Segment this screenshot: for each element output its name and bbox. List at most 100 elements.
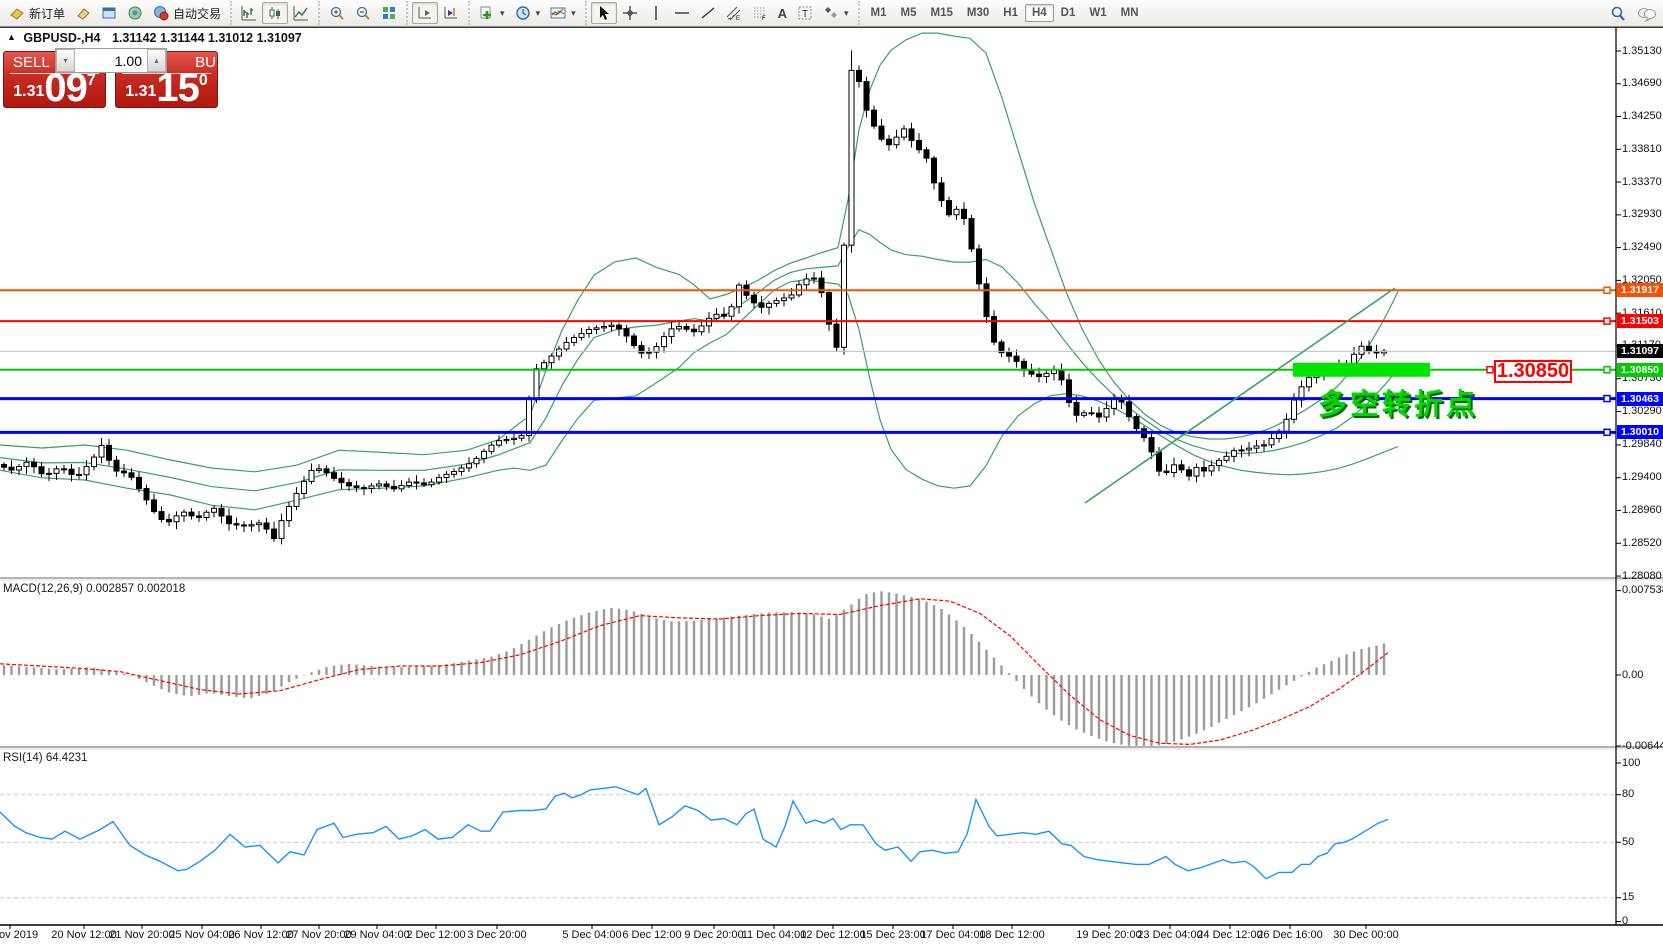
tile-windows-button[interactable]	[376, 2, 402, 24]
text-label-button[interactable]: T	[792, 2, 818, 24]
svg-text:E: E	[736, 16, 740, 21]
indicators-button[interactable]: ▾	[474, 2, 510, 24]
horizontal-line-button[interactable]	[669, 2, 695, 24]
timeframe-button-H1[interactable]: H1	[1003, 7, 1018, 19]
buy-price-sup: 0	[198, 72, 208, 89]
timeframe-button-W1[interactable]: W1	[1089, 7, 1107, 19]
auto-scroll-button[interactable]	[412, 2, 439, 24]
text-button[interactable]: A	[773, 3, 792, 24]
price-tick-label: 1.32490	[1622, 241, 1662, 254]
volume-input[interactable]	[75, 49, 147, 72]
charts-window-button[interactable]	[96, 2, 122, 24]
crosshair-button[interactable]	[617, 2, 643, 24]
arrows-caret-icon: ▾	[844, 7, 849, 18]
navigator-button[interactable]	[122, 2, 148, 24]
time-axis-label: 26 Nov 12:00	[228, 929, 294, 941]
chart-title: ▲ GBPUSD-,H4 1.31142 1.31144 1.31012 1.3…	[7, 31, 302, 45]
time-axis-label: 29 Nov 04:00	[344, 929, 410, 941]
svg-text:F: F	[762, 16, 766, 21]
time-axis-label: 11 Dec 04:00	[741, 929, 807, 941]
zoom-in-button[interactable]	[324, 2, 350, 24]
rsi-label: RSI(14) 64.4231	[3, 752, 88, 764]
main-toolbar: 新订单 自动交易	[0, 0, 1663, 27]
price-tick-label: 1.34250	[1622, 110, 1662, 123]
periods-button[interactable]: ▾	[510, 2, 546, 24]
time-axis-label: 15 Dec 23:00	[860, 929, 926, 941]
current-price-badge: 1.31097	[1617, 344, 1663, 359]
templates-button[interactable]: ▾	[545, 2, 581, 24]
timeframe-button-M30[interactable]: M30	[966, 7, 990, 19]
time-axis-label: 9 Dec 20:00	[684, 929, 744, 941]
zoom-out-button[interactable]	[350, 2, 376, 24]
buy-label: BUY	[195, 54, 217, 71]
one-click-trading-panel: SELL 1.31 09 7 BUY 1.31 15 0 ▾ ▴	[3, 48, 218, 108]
toolbar-group-timeframes: M1 M5 M15 M30 H1 H4 D1 W1 MN	[857, 1, 1150, 25]
price-tick-label: 1.33810	[1622, 142, 1662, 155]
equidistant-channel-button[interactable]: E	[721, 2, 747, 24]
hline-price-badge[interactable]: 1.30463	[1617, 391, 1663, 406]
equidistant-channel-icon: E	[726, 5, 742, 22]
time-axis-label: 6 Dec 12:00	[622, 929, 682, 941]
templates-caret-icon: ▾	[571, 7, 576, 18]
timeframe-button-MN[interactable]: MN	[1120, 7, 1139, 19]
time-axis-label: 20 Nov 12:00	[51, 929, 117, 941]
templates-icon	[550, 5, 566, 21]
chart-shift-button[interactable]	[438, 2, 464, 24]
rsi-tick-label: 0	[1622, 915, 1629, 927]
time-axis-label: 19 Dec 20:00	[1076, 929, 1142, 941]
auto-trading-label: 自动交易	[173, 6, 222, 21]
turning-point-annotation[interactable]: 多空转折点	[1318, 387, 1479, 421]
rsi-tick-label: 80	[1622, 788, 1635, 801]
auto-trading-button[interactable]: 自动交易	[148, 2, 226, 25]
timeframe-button-H4[interactable]: H4	[1024, 4, 1054, 22]
candlestick-chart-button[interactable]	[262, 2, 289, 24]
new-order-button[interactable]: 新订单	[4, 2, 70, 25]
time-axis-label: 3 Dec 20:00	[467, 929, 527, 941]
price-tick-label: 1.28960	[1622, 504, 1662, 517]
price-callout-box[interactable]: 1.30850	[1494, 360, 1572, 383]
vertical-line-button[interactable]	[643, 2, 669, 24]
macd-label: MACD(12,26,9) 0.002857 0.002018	[3, 583, 186, 595]
trendline-button[interactable]	[695, 2, 721, 24]
timeframe-button-M5[interactable]: M5	[900, 7, 917, 19]
toolbar-group-standard: 新订单 自动交易	[0, 1, 230, 25]
candlestick-chart-icon	[267, 5, 283, 21]
timeframe-button-D1[interactable]: D1	[1060, 7, 1076, 19]
timeframe-button-M15[interactable]: M15	[930, 7, 953, 19]
indicators-caret-icon: ▾	[500, 7, 505, 18]
crosshair-icon	[622, 5, 638, 21]
hline-price-badge[interactable]: 1.31503	[1617, 314, 1663, 329]
chart-shift-icon	[443, 5, 459, 21]
search-icon[interactable]	[1609, 5, 1625, 21]
time-axis-label: 9 Nov 2019	[0, 929, 39, 941]
line-chart-button[interactable]	[288, 2, 314, 24]
time-axis-label: 5 Dec 04:00	[562, 929, 622, 941]
buy-price-small: 1.31	[125, 83, 157, 100]
hline-price-badge[interactable]: 1.30850	[1617, 362, 1663, 377]
bar-chart-button[interactable]	[236, 2, 262, 24]
rsi-tick-label: 15	[1622, 891, 1635, 904]
buy-button[interactable]: BUY 1.31 15 0	[115, 51, 218, 108]
cursor-button[interactable]	[590, 2, 617, 24]
hline-price-badge[interactable]: 1.31917	[1617, 283, 1663, 298]
volume-increase-button[interactable]: ▴	[147, 49, 166, 72]
eraser-button[interactable]	[70, 2, 96, 24]
text-label-icon: T	[797, 5, 813, 21]
panel-collapse-icon[interactable]: ▲	[7, 32, 16, 42]
macd-tick-label: 0.007538	[1622, 584, 1663, 597]
hline-price-badge[interactable]: 1.30010	[1617, 425, 1663, 440]
chat-icon[interactable]	[1637, 5, 1656, 23]
time-axis-label: 21 Nov 20:00	[109, 929, 175, 941]
bar-chart-icon	[241, 5, 257, 21]
toolbar-group-drawing: E F A T ▾	[584, 1, 858, 25]
price-tick-label: 1.28080	[1622, 569, 1662, 582]
timeframe-button-M1[interactable]: M1	[870, 7, 887, 19]
sell-label: SELL	[13, 54, 50, 71]
volume-decrease-button[interactable]: ▾	[56, 49, 75, 72]
toolbar-group-objects: ▾ ▾ ▾	[468, 1, 585, 25]
time-axis-label: 23 Dec 04:00	[1137, 929, 1203, 941]
fibonacci-icon: F	[752, 5, 768, 22]
eraser-icon	[75, 5, 91, 21]
arrows-button[interactable]: ▾	[818, 2, 854, 24]
fibonacci-button[interactable]: F	[747, 2, 773, 24]
